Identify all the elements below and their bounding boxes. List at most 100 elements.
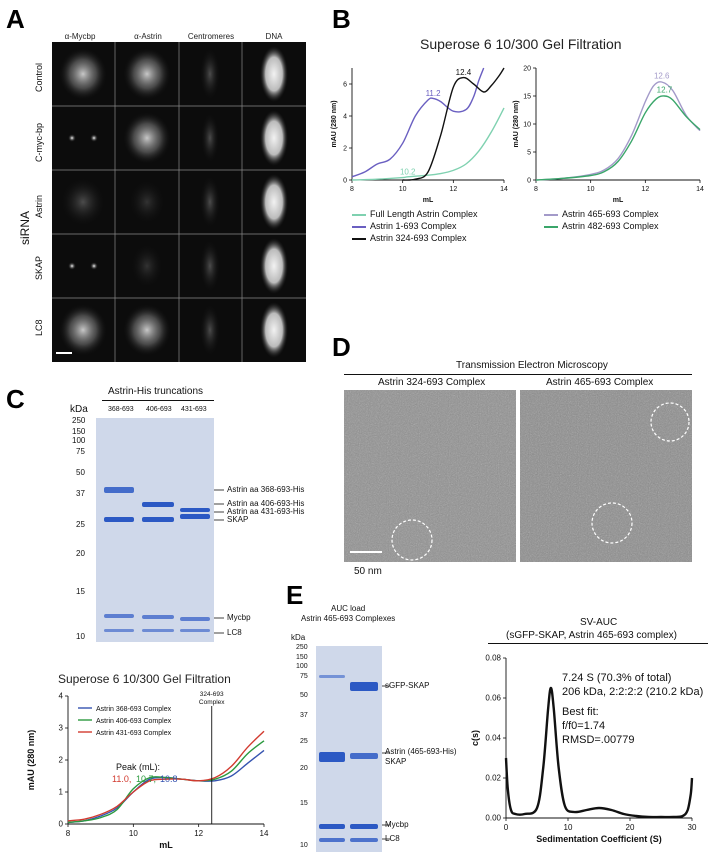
band-label: SKAP — [385, 757, 407, 766]
gel-filtration-chart-1: 8 10 12 14 0 2 4 6 mL mAU (280 nm) 10.2 11.2 12.4 — [331, 67, 508, 204]
gel-e-title-1: AUC load — [331, 604, 366, 613]
gel-c-marker: 20 — [76, 549, 85, 558]
gel-band — [142, 615, 174, 619]
y-tick-label: 2 — [343, 145, 347, 152]
x-tick-label: 14 — [500, 186, 508, 193]
gel-band — [180, 617, 210, 621]
y-tick-label: 4 — [59, 692, 64, 701]
series-line-3 — [402, 67, 505, 181]
y-tick-label: 10 — [523, 121, 531, 128]
x-axis-label: Sedimentation Coefficient (S) — [536, 834, 662, 844]
col-header-dna: DNA — [265, 32, 283, 41]
x-tick-label: 10 — [587, 186, 595, 193]
gel-c-lane-2: 406-693 — [146, 406, 172, 413]
series-line-2 — [535, 95, 701, 181]
gel-band — [142, 502, 174, 507]
band-label: sGFP-SKAP — [385, 681, 430, 690]
x-tick-label: 10 — [129, 829, 138, 838]
gel-e-title-2: Astrin 465-693 Complexes — [301, 614, 396, 623]
gel-c-marker: 15 — [76, 587, 85, 596]
gel-c — [96, 418, 214, 642]
gel-band — [104, 614, 134, 618]
y-tick-label: 20 — [523, 65, 531, 72]
band-label: LC8 — [385, 834, 400, 843]
auc-annotation-5: RMSD=.00779 — [562, 734, 635, 746]
gel-e-marker: 20 — [300, 765, 308, 772]
panel-d-title-underline — [344, 374, 692, 375]
peak-value: 10.7, — [136, 774, 156, 784]
peak-annotation: 12.4 — [456, 68, 472, 77]
band-label: Astrin aa 368-693-His — [227, 485, 305, 494]
sv-auc-chart: 0 10 20 30 0.00 0.02 0.04 0.06 0.08 Sedimentation… — [470, 654, 697, 844]
x-tick-label: 8 — [66, 829, 71, 838]
x-tick-label: 0 — [504, 823, 509, 832]
legend-label: Astrin 431-693 Complex — [96, 730, 172, 737]
series-line-2 — [351, 67, 485, 178]
legend-item: Astrin 324-693 Complex — [352, 232, 478, 244]
series-line-2 — [67, 740, 265, 824]
y-tick-label: 0 — [527, 177, 531, 184]
row-label-astrin: Astrin — [34, 194, 44, 218]
tem-scale-label: 50 nm — [354, 566, 382, 577]
auc-annotation-2: 206 kDa, 2:2:2:2 (210.2 kDa) — [562, 686, 704, 698]
gel-c-marker: 10 — [76, 632, 85, 641]
y-tick-label: 6 — [343, 81, 347, 88]
gel-band — [104, 629, 134, 632]
y-tick-label: 0 — [343, 177, 347, 184]
legend-label: Full Length Astrin Complex — [370, 209, 478, 219]
row-label-control: Control — [34, 62, 44, 92]
legend-swatch — [544, 225, 558, 228]
gel-band — [142, 629, 174, 632]
tem-images — [344, 390, 692, 562]
x-tick-label: 20 — [626, 823, 635, 832]
gel-e-marker: 37 — [300, 712, 308, 719]
auc-annotation-1: 7.24 S (70.3% of total) — [562, 672, 672, 684]
series-line-1 — [351, 107, 505, 181]
gel-c-marker: 250 — [72, 416, 86, 425]
legend-label: Astrin 324-693 Complex — [370, 233, 467, 243]
y-axis-label: mAU (280 nm) — [331, 100, 338, 147]
gel-e-marker: 10 — [300, 842, 308, 849]
panel-e-letter: E — [286, 580, 304, 610]
gel-c-title: Astrin-His truncations — [108, 386, 204, 397]
peak-value: 11.0, — [112, 774, 131, 784]
legend-swatch — [544, 213, 558, 216]
x-tick-label: 10 — [399, 186, 407, 193]
series-line-1 — [504, 686, 694, 819]
scale-bar-a — [56, 352, 72, 354]
reference-annotation: Astrin — [203, 688, 220, 690]
panel-c-letter: C — [6, 384, 25, 414]
legend-swatch — [352, 213, 366, 216]
auc-annotation-4: f/f0=1.74 — [562, 720, 606, 732]
gel-band — [319, 752, 345, 762]
y-axis-label: mAU (280 nm) — [26, 730, 36, 791]
band-label: Astrin (465-693-His) — [385, 747, 457, 756]
col-header-astrin: α-Astrin — [134, 32, 162, 41]
gel-e-marker: 75 — [300, 673, 308, 680]
gel-filtration-chart-2: 8 10 12 14 0 5 10 15 20 mL mAU (280 nm) 12.6 12.7 — [513, 65, 704, 204]
gel-e-marker: 50 — [300, 692, 308, 699]
band-label: SKAP — [227, 515, 249, 524]
gel-c-marker: 50 — [76, 468, 85, 477]
y-tick-label: 5 — [527, 149, 531, 156]
legend-b-right: Astrin 465-693 Complex Astrin 482-693 Co… — [544, 208, 659, 232]
gel-band — [104, 517, 134, 522]
tem-right-label: Astrin 465-693 Complex — [546, 377, 654, 388]
auc-title-2: (sGFP-SKAP, Astrin 465-693 complex) — [506, 630, 677, 641]
x-axis-label: mL — [423, 197, 434, 204]
legend-item: Full Length Astrin Complex — [352, 208, 478, 220]
gel-e-marker: 150 — [296, 654, 308, 661]
auc-title-underline — [488, 643, 708, 644]
gel-c-marker: 100 — [72, 436, 86, 445]
gel-band — [350, 753, 378, 759]
peak-value: 10.8 — [160, 774, 178, 784]
legend-item: Astrin 482-693 Complex — [544, 220, 659, 232]
legend-label: Astrin 368-693 Complex — [96, 706, 172, 713]
peak-annotation: 12.6 — [654, 72, 670, 81]
x-tick-label: 10 — [564, 823, 573, 832]
y-tick-label: 0.02 — [485, 774, 501, 783]
x-tick-label: 12 — [194, 829, 203, 838]
gel-e — [316, 646, 382, 852]
gel-band — [180, 514, 210, 519]
band-label: Astrin aa 431-693-His — [227, 507, 305, 516]
